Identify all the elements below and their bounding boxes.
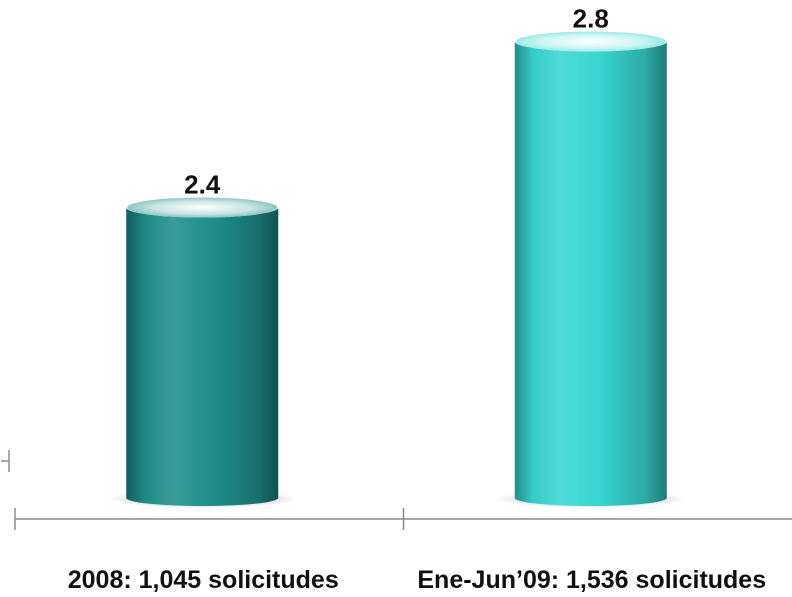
bar-1 (108, 197, 297, 508)
bar-cap (515, 31, 666, 52)
bars-layer (108, 31, 685, 508)
bar-body (514, 41, 667, 506)
labels-layer: 2.4 2008: 1,045 solicitudes 2.8 Ene-Jun’09:… (68, 4, 766, 595)
bar-2 (496, 31, 685, 508)
data-label: 2.8 (573, 4, 609, 34)
x-tick-label: Ene-Jun’09: 1,536 solicitudes (417, 566, 766, 594)
bar-body (126, 207, 279, 506)
bar-cap (127, 197, 278, 218)
data-label: 2.4 (184, 170, 221, 200)
axis-layer (1, 450, 792, 530)
x-tick-label: 2008: 1,045 solicitudes (68, 566, 339, 594)
